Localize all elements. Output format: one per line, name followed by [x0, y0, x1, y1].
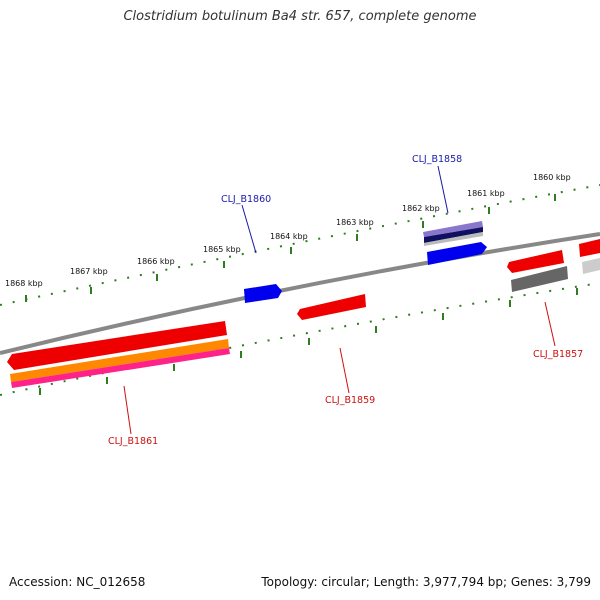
kbp-label: 1866 kbp — [137, 257, 175, 266]
gene-label-b1858: CLJ_B1858 — [412, 154, 462, 165]
kbp-label: 1863 kbp — [336, 218, 374, 227]
gene-feature-b1858-navy — [424, 227, 483, 243]
genome-summary-text: Topology: circular; Length: 3,977,794 bp… — [261, 575, 591, 589]
leader-line-b1859 — [339, 347, 350, 394]
gene-feature-b1857-red — [507, 250, 564, 273]
kbp-label: 1867 kbp — [70, 267, 108, 276]
kbp-label: 1868 kbp — [5, 279, 43, 288]
gene-feature-b1861-orange — [10, 339, 229, 382]
gene-label-b1859: CLJ_B1859 — [325, 395, 375, 406]
gene-feature-b1860 — [244, 284, 282, 303]
kbp-label: 1865 kbp — [203, 245, 241, 254]
gene-label-b1857: CLJ_B1857 — [533, 349, 583, 360]
leader-line-b1861 — [123, 385, 132, 435]
gene-feature-b1861-red — [7, 321, 227, 370]
gene-feature-b1859 — [297, 294, 366, 320]
gene-label-b1861: CLJ_B1861 — [108, 436, 158, 447]
inner-tick-ring — [0, 282, 600, 396]
gene-feature-b1858-lavender — [423, 221, 483, 237]
leader-line-b1858 — [437, 165, 449, 214]
gene-feature-right-edge — [579, 239, 600, 257]
genome-backbone — [0, 232, 600, 355]
kbp-label: 1860 kbp — [533, 173, 571, 182]
gene-label-b1860: CLJ_B1860 — [221, 194, 271, 205]
genome-title: Clostridium botulinum Ba4 str. 657, comp… — [123, 9, 477, 24]
gene-feature-b1858-shadow — [424, 232, 483, 246]
inner-major-ticks — [39, 288, 578, 395]
leader-line-b1857 — [544, 301, 556, 347]
accession-text: Accession: NC_012658 — [9, 575, 146, 589]
outer-major-ticks — [25, 194, 556, 302]
kbp-label: 1864 kbp — [270, 232, 308, 241]
gene-feature-b1861 — [11, 348, 230, 388]
kbp-label: 1862 kbp — [402, 204, 440, 213]
kbp-label: 1861 kbp — [467, 189, 505, 198]
gene-feature-b1857 — [511, 266, 568, 292]
gene-feature-b1858 — [427, 242, 487, 265]
leader-line-b1860 — [241, 204, 257, 254]
gene-feature-right-edge-gray — [582, 258, 600, 274]
